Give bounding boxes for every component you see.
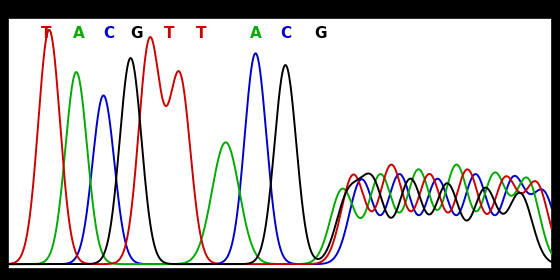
Text: C: C [104, 26, 114, 41]
Text: G: G [130, 26, 142, 41]
Text: T: T [196, 26, 207, 41]
Text: T: T [164, 26, 174, 41]
Text: G: G [315, 26, 327, 41]
Text: A: A [73, 26, 85, 41]
Text: T: T [41, 26, 52, 41]
Text: C: C [280, 26, 291, 41]
Text: A: A [250, 26, 262, 41]
